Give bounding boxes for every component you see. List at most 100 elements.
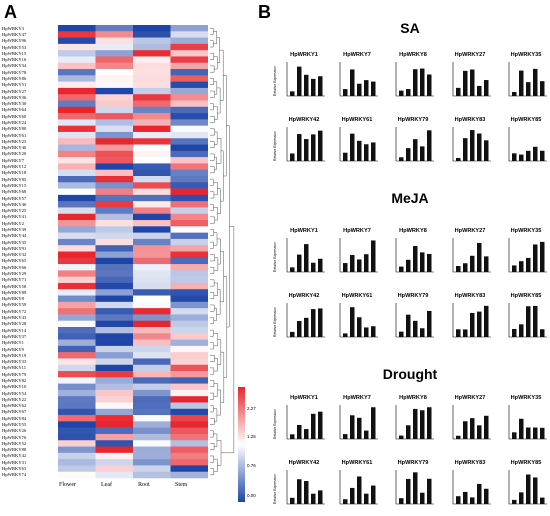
expression-bar — [290, 434, 295, 439]
dendrogram-branch — [210, 266, 215, 274]
mini-chart-title: HpWRKY85 — [510, 293, 542, 299]
expression-bar — [540, 497, 545, 504]
dendrogram-branch — [213, 106, 218, 120]
heatmap-cell — [95, 270, 133, 277]
expression-bar — [350, 255, 355, 272]
heatmap-cell — [58, 50, 96, 57]
expression-bar — [533, 146, 538, 161]
expression-bar — [357, 317, 362, 337]
heatmap-cell — [95, 157, 133, 164]
expression-bar — [484, 80, 489, 96]
heatmap-cell — [170, 364, 208, 372]
expression-bar — [304, 481, 309, 504]
mini-chart-title: HpWRKY83 — [454, 460, 486, 466]
heatmap-row-label: HpWRKY59 — [2, 302, 27, 308]
y-axis-label: Relative Expression — [273, 131, 277, 161]
mini-bar-chart — [395, 303, 434, 338]
expression-bar — [519, 418, 524, 439]
heatmap-cell — [58, 452, 96, 460]
heatmap-cell — [133, 163, 171, 171]
expression-bar — [343, 89, 348, 96]
heatmap-row-label: HpWRKY88 — [2, 447, 27, 453]
heatmap-row-label: HpWRKY2 — [2, 220, 24, 226]
mini-chart-title: HpWRKY35 — [510, 228, 542, 234]
heatmap-cell — [133, 62, 171, 70]
heatmap-cell — [58, 251, 96, 259]
expression-bar — [311, 493, 316, 504]
mini-bar-chart — [395, 238, 434, 273]
heatmap-cell — [133, 69, 171, 76]
expression-bar — [371, 142, 376, 161]
heatmap-cell — [95, 301, 133, 309]
dendrogram-branch — [210, 141, 215, 148]
heatmap-cell — [58, 339, 96, 347]
heatmap-row-label: HpWRKY1 — [2, 340, 24, 346]
heatmap-cell — [170, 452, 208, 460]
heatmap-cell — [170, 371, 208, 378]
mini-bar-chart — [395, 127, 434, 162]
heatmap-cell — [170, 176, 208, 183]
heatmap-cell — [170, 333, 208, 340]
heatmap-row-label: HpWRKY30 — [2, 101, 27, 107]
heatmap-cell — [133, 308, 171, 315]
expression-bar — [318, 411, 323, 439]
expression-bar — [427, 74, 432, 96]
heatmap-cell — [133, 377, 171, 384]
expression-bar — [512, 432, 517, 439]
expression-bar — [371, 485, 376, 504]
heatmap-cell — [58, 308, 96, 315]
heatmap-cell — [170, 69, 208, 76]
dendrogram-branch — [210, 417, 215, 425]
heatmap-cell — [133, 87, 171, 95]
expression-bar — [477, 425, 482, 439]
heatmap-cell — [133, 194, 171, 202]
heatmap-cell — [170, 415, 208, 422]
heatmap-cell — [170, 163, 208, 171]
heatmap-cell — [58, 270, 96, 277]
expression-bar — [399, 90, 404, 96]
expression-bar — [364, 327, 369, 337]
expression-bar — [406, 89, 411, 96]
heatmap-cell — [170, 402, 208, 410]
heatmap-row-label: HpWRKY8 — [2, 296, 24, 302]
heatmap-row-label: HpWRKY16 — [2, 57, 27, 63]
heatmap-cell — [58, 320, 96, 328]
dendrogram-branch — [210, 153, 215, 161]
expression-bar — [456, 157, 461, 161]
dendrogram-branch — [210, 27, 214, 35]
heatmap-cell — [95, 220, 133, 227]
dendrogram-branch — [213, 232, 218, 246]
heatmap-row-label: HpWRKY66 — [2, 264, 27, 270]
expression-bar — [420, 68, 425, 96]
panel-b-label: B — [258, 2, 271, 22]
heatmap-cell — [170, 226, 208, 233]
heatmap-cell — [170, 358, 208, 366]
dendrogram-branch — [210, 90, 215, 98]
heatmap-cell — [58, 113, 96, 120]
expression-bar — [371, 240, 376, 272]
heatmap-cell — [170, 75, 208, 82]
mini-chart-title: HpWRKY1 — [290, 228, 318, 234]
expression-bar — [463, 263, 468, 272]
y-axis-label: Relative Expression — [273, 409, 277, 439]
expression-bar — [456, 87, 461, 96]
expression-bar — [350, 69, 355, 96]
heatmap-cell — [133, 131, 171, 139]
mini-bar-chart — [339, 62, 378, 97]
heatmap-cell — [58, 220, 96, 227]
heatmap-row-label: HpWRKY15 — [2, 50, 27, 56]
expression-bar — [463, 329, 468, 337]
heatmap-cell — [133, 251, 171, 259]
dendrogram-branch — [221, 226, 235, 454]
dendrogram-branch — [210, 380, 215, 388]
heatmap-cell — [133, 220, 171, 227]
heatmap-cell — [170, 289, 208, 296]
heatmap-cell — [58, 150, 96, 158]
heatmap-cell — [170, 144, 208, 152]
heatmap-cell — [95, 471, 133, 479]
heatmap-row-label: HpWRKY82 — [2, 377, 27, 383]
dendrogram-branch — [210, 317, 214, 325]
mini-chart-title: HpWRKY61 — [341, 293, 373, 299]
dendrogram-branch — [210, 65, 215, 73]
heatmap-cell — [133, 371, 171, 378]
